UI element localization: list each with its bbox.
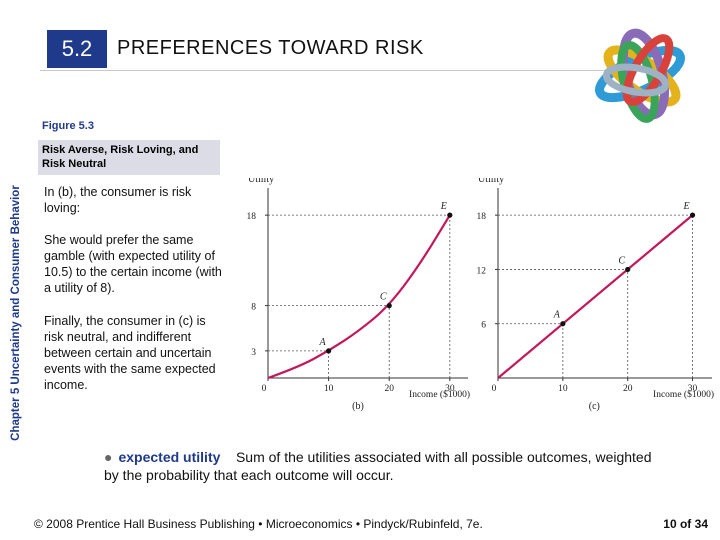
data-point bbox=[326, 348, 332, 354]
bullet-icon: ● bbox=[104, 449, 113, 465]
x-tick-label: 0 bbox=[492, 384, 497, 394]
point-label: C bbox=[380, 292, 387, 303]
x-tick-label: 0 bbox=[262, 384, 267, 394]
header-divider bbox=[40, 70, 680, 71]
y-tick-label: 18 bbox=[477, 212, 487, 222]
y-tick-label: 12 bbox=[477, 266, 487, 276]
x-tick-label: 10 bbox=[324, 384, 334, 394]
figure-label: Figure 5.3 bbox=[42, 120, 94, 132]
data-point bbox=[386, 303, 392, 309]
data-point bbox=[560, 321, 566, 327]
x-axis-label: Income ($1000) bbox=[409, 389, 470, 400]
x-tick-label: 30 bbox=[445, 384, 455, 394]
y-axis-label: Utility bbox=[248, 178, 274, 185]
x-tick-label: 30 bbox=[688, 384, 698, 394]
point-label: E bbox=[440, 201, 447, 212]
page-number: 10 of 34 bbox=[663, 517, 708, 531]
y-tick-label: 3 bbox=[251, 348, 256, 358]
point-label: C bbox=[618, 255, 625, 266]
y-axis-label: Utility bbox=[478, 178, 504, 185]
x-axis-label: Income ($1000) bbox=[653, 389, 714, 400]
paragraph-risk-loving: In (b), the consumer is risk loving: bbox=[44, 185, 192, 215]
figure-caption: Risk Averse, Risk Loving, and Risk Neutr… bbox=[38, 140, 220, 175]
data-point bbox=[689, 212, 696, 218]
x-tick-label: 20 bbox=[623, 384, 633, 394]
ring-icon bbox=[602, 63, 670, 97]
panel-label: (c) bbox=[589, 401, 600, 412]
y-tick-label: 18 bbox=[247, 212, 257, 222]
definition-text: Sum of the utilities associated with all… bbox=[104, 449, 652, 483]
panel-label: (b) bbox=[352, 401, 364, 412]
definition-expected-utility: ● expected utility Sum of the utilities a… bbox=[104, 448, 664, 484]
point-label: A bbox=[553, 310, 561, 321]
data-point bbox=[625, 266, 631, 273]
point-label: E bbox=[682, 201, 689, 212]
rings-logo-icon bbox=[595, 28, 685, 123]
chapter-side-label: Chapter 5 Uncertainty and Consumer Behav… bbox=[4, 148, 28, 478]
definition-term: expected utility bbox=[118, 449, 221, 465]
paragraph-gamble: She would prefer the same gamble (with e… bbox=[44, 233, 222, 295]
x-tick-label: 20 bbox=[384, 384, 394, 394]
paragraph-risk-neutral: Finally, the consumer in (c) is risk neu… bbox=[44, 314, 216, 392]
utility-curve bbox=[267, 214, 451, 380]
slide-title: PREFERENCES TOWARD RISK bbox=[117, 37, 424, 59]
utility-charts: Utility Income ($1000) (b) 0 10 20 30 3 8 18 A C E Ut… bbox=[247, 178, 715, 412]
y-tick-label: 8 bbox=[251, 303, 256, 313]
x-tick-label: 10 bbox=[558, 384, 568, 394]
utility-curve bbox=[497, 214, 694, 379]
section-number: 5.2 bbox=[47, 30, 107, 68]
y-tick-label: 6 bbox=[481, 321, 486, 331]
data-point bbox=[447, 212, 453, 218]
point-label: A bbox=[319, 337, 327, 348]
chapter-label-text: Chapter 5 Uncertainty and Consumer Behav… bbox=[10, 185, 22, 441]
footer-credit: © 2008 Prentice Hall Business Publishing… bbox=[34, 517, 483, 531]
